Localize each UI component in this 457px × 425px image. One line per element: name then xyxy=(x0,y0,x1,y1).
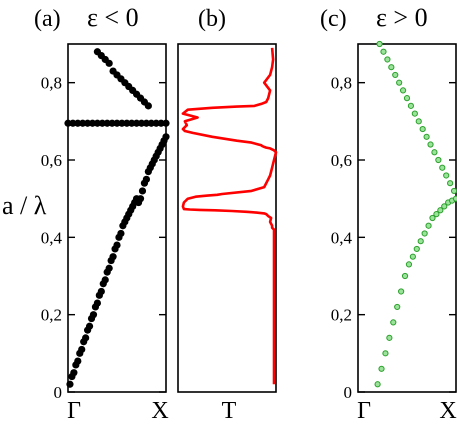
panel-a-point xyxy=(78,345,86,354)
panel-c-condition: ε > 0 xyxy=(376,3,428,32)
panel-c-point xyxy=(388,64,395,71)
panel-b-frame xyxy=(177,43,277,393)
panel-c-letter: (c) xyxy=(320,6,347,32)
panel-c-point xyxy=(409,253,416,260)
panel-b-letter: (b) xyxy=(198,6,226,32)
panel-a-point xyxy=(136,195,145,203)
panel-c-point xyxy=(425,222,432,229)
panel-c-point xyxy=(417,238,424,245)
panel-a-point xyxy=(105,264,113,272)
panel-a-point xyxy=(162,119,170,127)
panel-a-frame xyxy=(67,43,167,393)
panel-c-point xyxy=(376,40,383,48)
panel-c-point xyxy=(392,71,399,79)
panel-c-point xyxy=(386,334,393,341)
panel-a-point xyxy=(85,322,94,330)
panel-c-point xyxy=(380,48,387,55)
panel-c-point xyxy=(433,211,440,218)
panel-c-point xyxy=(437,207,444,214)
panel-a-point xyxy=(82,334,90,342)
panel-c-point xyxy=(452,195,457,202)
panel-c-point xyxy=(419,125,426,133)
panel-b-x-label: T xyxy=(222,398,237,424)
panel-a: 0 0,2 0,4 0,6 0,8 xyxy=(41,43,170,402)
panel-c-point xyxy=(374,381,381,388)
panel-c-x-x-label: X xyxy=(439,398,456,424)
panel-c-point xyxy=(429,214,436,222)
panel-b xyxy=(177,43,278,393)
panel-c: 0 0,2 0,4 0,6 0,8 xyxy=(331,40,457,402)
panel-c-ytick-label: 0,6 xyxy=(331,151,352,170)
panel-a-point xyxy=(101,276,109,284)
panel-c-point xyxy=(415,118,422,125)
panel-c-ytick-label: 0 xyxy=(344,383,353,402)
panel-c-point xyxy=(441,203,448,210)
panel-c-point xyxy=(401,272,409,280)
panel-a-condition: ε < 0 xyxy=(87,3,139,32)
panel-c-point xyxy=(443,172,450,179)
panel-a-ytick-label: 0,2 xyxy=(41,306,62,325)
panel-a-x-x-label: X xyxy=(151,398,168,424)
panel-c-point xyxy=(447,180,454,187)
panel-a-ytick-label: 0,4 xyxy=(41,228,63,247)
panel-c-point xyxy=(423,133,430,140)
panel-a-point xyxy=(109,253,117,261)
panel-c-point xyxy=(403,95,411,102)
panel-c-point xyxy=(407,102,415,109)
panel-a-ytick-label: 0,8 xyxy=(41,74,62,93)
panel-c-ytick-label: 0,2 xyxy=(331,306,352,325)
panel-a-point xyxy=(142,175,150,183)
panel-c-point xyxy=(411,110,418,117)
panel-c-ytick-label: 0,4 xyxy=(331,228,353,247)
panel-a-point xyxy=(144,102,152,110)
panel-c-point xyxy=(396,79,403,86)
panel-c-point xyxy=(398,288,405,295)
panel-c-x-gamma-label: Γ xyxy=(357,398,371,424)
panel-a-point xyxy=(66,380,74,388)
panel-a-point xyxy=(117,229,125,238)
panel-c-point xyxy=(431,149,438,156)
panel-c-point xyxy=(399,87,407,94)
panel-c-point xyxy=(450,187,457,195)
panel-a-point xyxy=(70,369,78,377)
panel-a-point xyxy=(93,299,101,307)
panel-c-ytick-label: 0,8 xyxy=(331,74,352,93)
panel-a-letter: (a) xyxy=(34,6,61,32)
panel-c-point xyxy=(390,319,397,326)
panel-a-point xyxy=(89,311,98,319)
panel-a-point xyxy=(97,287,105,296)
panel-a-point xyxy=(138,187,147,195)
panel-c-point xyxy=(435,156,442,164)
panel-a-point xyxy=(74,357,82,365)
panel-a-ytick-label: 0 xyxy=(54,383,63,402)
y-axis-label: a / λ xyxy=(2,191,47,220)
panel-c-frame xyxy=(357,43,457,393)
panel-c-point xyxy=(405,261,413,268)
panel-c-point xyxy=(378,365,385,372)
panel-a-x-gamma-label: Γ xyxy=(67,398,81,424)
panel-c-point xyxy=(413,245,420,253)
panel-c-point xyxy=(439,164,446,171)
panel-c-point xyxy=(394,303,401,311)
panel-b-transmission-line xyxy=(181,47,278,385)
panel-a-point xyxy=(113,241,121,249)
panel-a-point xyxy=(162,133,170,141)
panel-a-ytick-label: 0,6 xyxy=(41,151,62,170)
panel-c-point xyxy=(421,230,428,237)
panel-a-point xyxy=(105,59,113,67)
panel-c-point xyxy=(384,56,391,63)
panel-c-point xyxy=(382,350,389,357)
panel-c-point xyxy=(427,141,434,148)
